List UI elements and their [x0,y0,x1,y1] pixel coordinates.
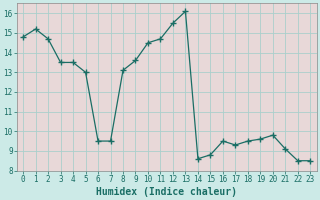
X-axis label: Humidex (Indice chaleur): Humidex (Indice chaleur) [96,186,237,197]
